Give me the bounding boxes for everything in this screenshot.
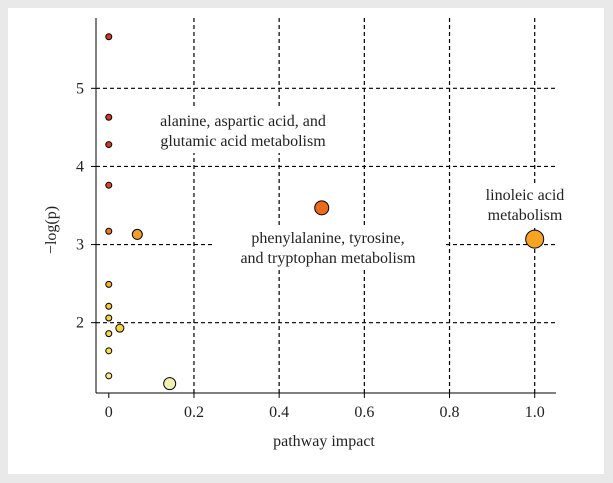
annotation-linoleic: linoleic acid metabolism xyxy=(474,183,576,227)
x-tick-label-1: 0.2 xyxy=(184,404,204,421)
annotation-phenylalanine-line-1: phenylalanine, tyrosine, xyxy=(251,230,404,247)
data-point-16 xyxy=(525,229,545,249)
y-tick-label-0: 2 xyxy=(76,315,84,332)
data-point-4 xyxy=(105,227,113,235)
data-point-2 xyxy=(105,141,113,149)
annotation-alanine-bg xyxy=(128,109,358,153)
data-point-3 xyxy=(105,181,113,189)
data-point-0 xyxy=(105,33,113,41)
data-points xyxy=(105,33,545,391)
annotation-linoleic-line-2: metabolism xyxy=(488,207,563,224)
y-tick-label-3: 5 xyxy=(76,80,84,97)
data-point-10 xyxy=(105,372,113,380)
data-point-12 xyxy=(131,228,143,240)
annotation-alanine: alanine, aspartic acid, and glutamic aci… xyxy=(128,109,358,153)
x-tick-label-0: 0 xyxy=(105,404,113,421)
data-point-15 xyxy=(163,377,177,391)
data-point-6 xyxy=(105,302,113,310)
annotation-phenylalanine-line-2: and tryptophan metabolism xyxy=(240,250,416,267)
data-point-5 xyxy=(105,280,113,288)
annotation-linoleic-bg xyxy=(474,183,576,227)
data-point-7 xyxy=(105,314,113,322)
data-point-9 xyxy=(105,347,113,355)
data-point-1 xyxy=(105,113,113,121)
annotation-phenylalanine-bg xyxy=(213,226,443,270)
y-tick-label-1: 3 xyxy=(76,237,84,254)
x-tick-label-5: 1.0 xyxy=(525,404,545,421)
scatter-chart: 0 0.2 0.4 0.6 0.8 1.0 2 3 4 5 alanine, aspartic a… xyxy=(43,18,576,450)
x-axis-title: pathway impact xyxy=(273,433,375,450)
x-tick-label-4: 0.8 xyxy=(440,404,460,421)
data-point-8 xyxy=(105,330,113,338)
annotation-alanine-line-1: alanine, aspartic acid, and xyxy=(160,113,326,130)
x-tick-label-2: 0.4 xyxy=(269,404,289,421)
annotation-alanine-line-2: glutamic acid metabolism xyxy=(160,133,326,150)
x-tick-label-3: 0.6 xyxy=(354,404,374,421)
y-tick-label-2: 4 xyxy=(76,158,84,175)
chart-panel: 0 0.2 0.4 0.6 0.8 1.0 2 3 4 5 alanine, aspartic a… xyxy=(8,8,604,474)
data-point-11 xyxy=(115,323,125,333)
axes: 0 0.2 0.4 0.6 0.8 1.0 2 3 4 5 xyxy=(76,18,556,421)
annotation-phenylalanine: phenylalanine, tyrosine, and tryptophan … xyxy=(213,226,443,270)
y-axis-title: −log(p) xyxy=(43,206,60,254)
annotation-linoleic-line-1: linoleic acid xyxy=(486,187,565,204)
data-point-14 xyxy=(314,200,330,216)
